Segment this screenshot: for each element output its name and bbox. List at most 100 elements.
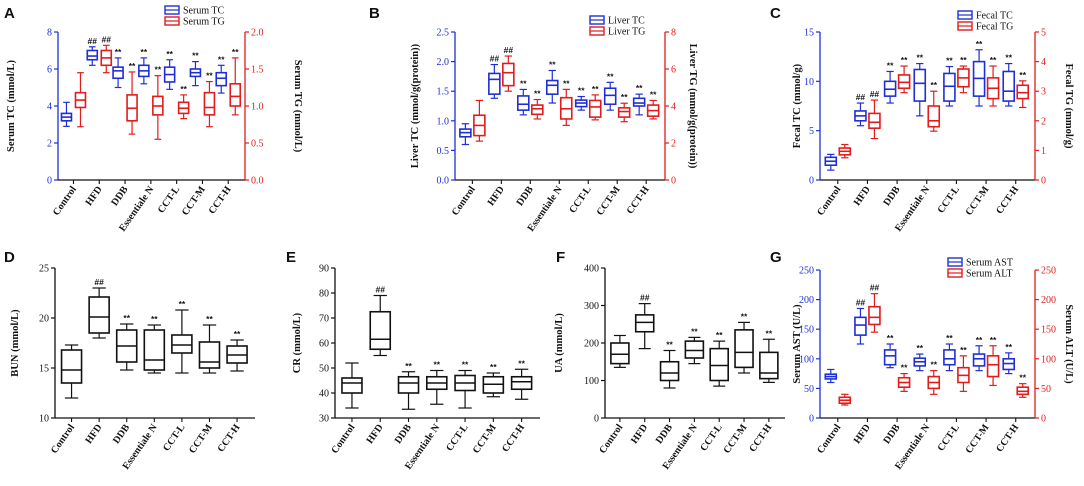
y-tick-label-right: 1.0 bbox=[251, 102, 264, 113]
box bbox=[88, 296, 110, 334]
x-tick-label: CCT-L bbox=[156, 184, 183, 215]
box-ua: ** bbox=[659, 340, 680, 389]
y-tick-label-left: 4 bbox=[47, 102, 52, 113]
legend-label: Liver TC bbox=[608, 16, 645, 27]
x-tick-label: CCT-H bbox=[216, 422, 243, 454]
box-fecal-tg: ** bbox=[986, 55, 1000, 107]
y-tick-label-right: 0.0 bbox=[251, 176, 264, 187]
x-tick-label: CCT-M bbox=[180, 184, 208, 218]
y-tick-label-right: 0 bbox=[671, 176, 676, 187]
legend-label: Serum TG bbox=[183, 17, 225, 28]
box bbox=[531, 104, 544, 116]
significance-label: ** bbox=[520, 78, 527, 88]
x-tick-label: HFD bbox=[83, 422, 104, 446]
significance-label: ** bbox=[901, 363, 908, 373]
y-tick-label-left: 6 bbox=[47, 65, 52, 76]
box bbox=[634, 314, 655, 333]
y-axis-label-right: Serum TG (mmol/L) bbox=[292, 60, 303, 153]
box-bun: ** bbox=[226, 329, 248, 372]
box-serum-tc: ** bbox=[138, 47, 150, 85]
box-bun: ** bbox=[115, 313, 138, 371]
y-tick-label-left: 0 bbox=[809, 176, 814, 187]
significance-label: ** bbox=[232, 47, 239, 57]
y-tick-label-right: 50 bbox=[1041, 384, 1051, 395]
y-tick-label-left: 40 bbox=[319, 389, 329, 400]
y-tick-label-left: 250 bbox=[799, 266, 814, 277]
y-tick-label-left: 50 bbox=[804, 384, 814, 395]
box bbox=[883, 349, 897, 366]
box bbox=[60, 349, 83, 384]
box-serum-alt: ** bbox=[957, 345, 970, 392]
significance-label: ** bbox=[534, 89, 541, 99]
significance-label: ** bbox=[218, 54, 225, 64]
y-axis-label-right: Serum ALT (U/L) bbox=[1063, 304, 1074, 384]
box-serum-ast: ** bbox=[943, 333, 956, 372]
significance-label: ** bbox=[1005, 342, 1012, 352]
y-axis-label-left: UA (mmol/L) bbox=[554, 313, 565, 373]
significance-label: ## bbox=[640, 293, 650, 303]
x-tick-label: CCT-L bbox=[567, 184, 594, 215]
box-cr: ** bbox=[454, 360, 476, 409]
y-tick-label-right: 1.5 bbox=[251, 65, 264, 76]
x-tick-label: CCT-H bbox=[207, 184, 234, 216]
y-axis-label-left: BUN (mmol/L) bbox=[10, 309, 21, 377]
x-tick-label: HFD bbox=[365, 422, 386, 446]
box-ua: ** bbox=[759, 328, 779, 383]
significance-label: ** bbox=[405, 361, 412, 371]
panel-letter: D bbox=[4, 249, 15, 266]
box-fecal-tg: ** bbox=[927, 80, 941, 132]
box-fecal-tg: ** bbox=[897, 55, 911, 94]
box bbox=[502, 62, 515, 87]
panel-a: A 0 2 4 6 8 Serum TC (mmol/L) 0.0 0.5 1.0 1.5 2.0 Se… bbox=[4, 5, 303, 234]
significance-label: ** bbox=[990, 335, 997, 345]
box-serum-tc: ## bbox=[86, 36, 99, 66]
box bbox=[341, 377, 363, 394]
box-cr: ## bbox=[369, 285, 392, 357]
box-serum-ast: ** bbox=[1002, 342, 1016, 375]
box-serum-tg: ** bbox=[229, 47, 242, 116]
y-tick-label-left: 100 bbox=[584, 376, 599, 387]
box-cr bbox=[341, 362, 363, 409]
y-tick-label-left: 50 bbox=[319, 364, 329, 375]
y-tick-label-left: 90 bbox=[319, 264, 329, 275]
box-liver-tg: ** bbox=[646, 89, 660, 120]
box bbox=[171, 334, 193, 354]
y-tick-label-left: 15 bbox=[804, 28, 814, 39]
y-tick-label-left: 0.0 bbox=[437, 176, 450, 187]
box bbox=[943, 72, 956, 102]
y-axis-label-left: Serum TC (mmol/L) bbox=[6, 60, 17, 152]
significance-label: ** bbox=[123, 313, 130, 323]
y-tick-label-left: 2 bbox=[47, 139, 52, 150]
significance-label: ** bbox=[151, 314, 158, 324]
y-axis-label-right: Fecal TG (mmol/g) bbox=[1063, 64, 1074, 149]
x-tick-label: CCT-L bbox=[936, 184, 963, 215]
y-tick-label-left: 10 bbox=[39, 414, 49, 425]
x-tick-label: DDB bbox=[881, 422, 902, 446]
x-tick-label: DDB bbox=[393, 422, 414, 446]
box bbox=[545, 79, 559, 95]
significance-label: ** bbox=[180, 84, 187, 94]
box-ua bbox=[610, 334, 630, 368]
box bbox=[734, 329, 754, 369]
significance-label: ** bbox=[946, 333, 953, 343]
significance-label: ** bbox=[990, 55, 997, 65]
panel-letter: C bbox=[770, 5, 781, 22]
x-tick-label: Control bbox=[597, 422, 625, 456]
significance-label: ** bbox=[960, 345, 967, 355]
significance-label: ** bbox=[976, 39, 983, 49]
panel-letter: B bbox=[369, 5, 380, 22]
x-tick-label: HFD bbox=[852, 184, 873, 208]
box-ua: ** bbox=[684, 326, 705, 365]
y-tick-label-right: 2 bbox=[671, 139, 676, 150]
box bbox=[603, 87, 617, 106]
significance-label: ## bbox=[870, 283, 880, 293]
box bbox=[986, 355, 1000, 378]
y-axis-label-left: Serum AST (U/L) bbox=[792, 304, 803, 384]
significance-label: ** bbox=[115, 47, 122, 57]
y-axis-label-left: CR (mmol/L) bbox=[292, 312, 303, 373]
significance-label: ** bbox=[518, 358, 525, 368]
box-bun bbox=[60, 344, 83, 399]
box bbox=[659, 360, 680, 382]
box-fecal-tg: ** bbox=[1016, 70, 1030, 109]
